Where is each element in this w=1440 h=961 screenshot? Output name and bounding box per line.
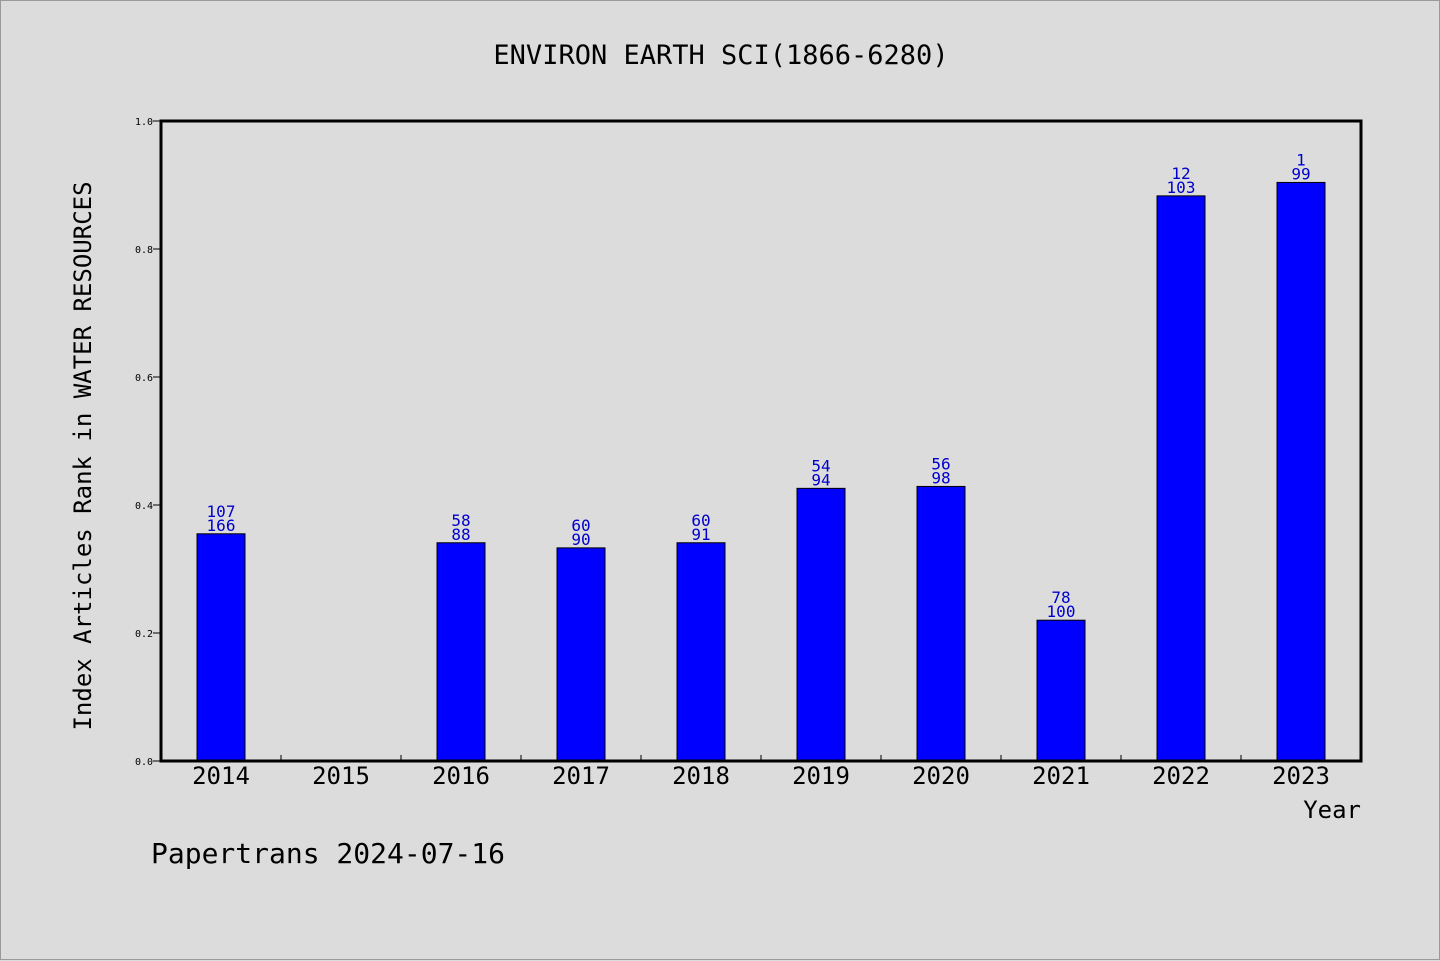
data-label-bottom: 91 bbox=[691, 525, 710, 544]
data-label-bottom: 94 bbox=[811, 470, 830, 489]
x-tick-label: 2022 bbox=[1152, 762, 1210, 790]
data-label-top: 1 bbox=[1296, 150, 1306, 169]
data-label-bottom: 100 bbox=[1047, 602, 1076, 621]
data-label-bottom: 99 bbox=[1291, 164, 1310, 183]
plot-frame bbox=[159, 119, 1363, 763]
data-label-top: 56 bbox=[931, 454, 950, 473]
x-tick-label: 2021 bbox=[1032, 762, 1090, 790]
y-tick-label: 0.0 bbox=[135, 757, 153, 768]
data-label-top: 60 bbox=[691, 511, 710, 530]
data-label-top: 58 bbox=[451, 511, 470, 530]
bar bbox=[196, 533, 246, 762]
x-tick-label: 2016 bbox=[432, 762, 490, 790]
bar bbox=[556, 547, 606, 762]
chart-title: ENVIRON EARTH SCI(1866-6280) bbox=[493, 40, 948, 71]
y-axis-label: Index Articles Rank in WATER RESOURCES bbox=[69, 181, 97, 730]
data-label-top: 60 bbox=[571, 516, 590, 535]
bar bbox=[796, 487, 846, 762]
data-label-top: 54 bbox=[811, 456, 830, 475]
y-tick-label: 0.6 bbox=[135, 373, 153, 384]
bar bbox=[1276, 181, 1326, 762]
data-label-top: 78 bbox=[1051, 588, 1070, 607]
y-tick-label: 0.8 bbox=[135, 245, 153, 256]
data-label-top: 12 bbox=[1171, 164, 1190, 183]
x-tick-label: 2014 bbox=[192, 762, 250, 790]
x-tick-label: 2020 bbox=[912, 762, 970, 790]
data-label-bottom: 166 bbox=[207, 516, 236, 535]
data-label-bottom: 88 bbox=[451, 525, 470, 544]
x-tick-label: 2019 bbox=[792, 762, 850, 790]
bar bbox=[436, 542, 486, 762]
data-label-bottom: 90 bbox=[571, 530, 590, 549]
footer-date: Papertrans 2024-07-16 bbox=[151, 837, 505, 870]
data-label-bottom: 103 bbox=[1167, 178, 1196, 197]
x-tick-label: 2017 bbox=[552, 762, 610, 790]
x-axis-label: Year bbox=[1303, 796, 1361, 824]
y-tick-label: 0.2 bbox=[135, 629, 153, 640]
bar bbox=[1156, 195, 1206, 762]
x-tick-label: 2015 bbox=[312, 762, 370, 790]
bar bbox=[676, 542, 726, 762]
y-tick-label: 1.0 bbox=[135, 117, 153, 128]
bar bbox=[916, 485, 966, 762]
x-tick-label: 2018 bbox=[672, 762, 730, 790]
x-tick-label: 2023 bbox=[1272, 762, 1330, 790]
data-label-bottom: 98 bbox=[931, 468, 950, 487]
data-label-top: 107 bbox=[207, 502, 236, 521]
y-tick-label: 0.4 bbox=[135, 501, 153, 512]
bar bbox=[1036, 619, 1086, 762]
